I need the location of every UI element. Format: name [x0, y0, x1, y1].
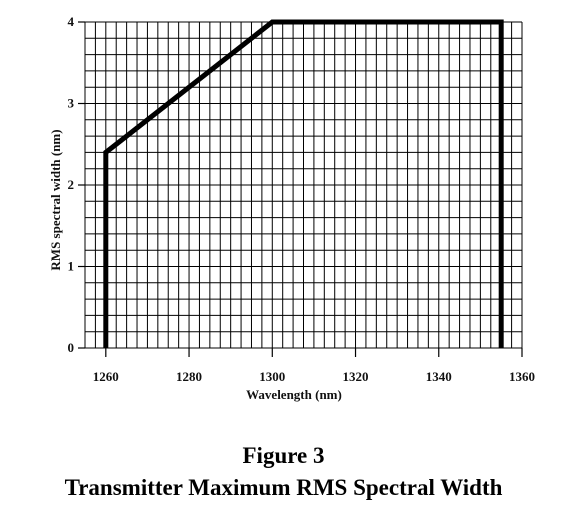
x-tick-label: 1300: [259, 369, 285, 384]
y-tick-label: 4: [68, 14, 75, 29]
x-tick-label: 1360: [509, 369, 535, 384]
grid: [84, 21, 523, 349]
x-tick-label: 1340: [426, 369, 452, 384]
y-tick-label: 2: [68, 177, 75, 192]
figure-title: Transmitter Maximum RMS Spectral Width: [64, 475, 503, 500]
y-tick-label: 3: [68, 96, 75, 111]
y-tick-label: 1: [68, 259, 75, 274]
x-tick-label: 1280: [176, 369, 202, 384]
y-axis-label: RMS spectral width (nm): [48, 129, 63, 270]
y-tick-label: 0: [68, 340, 75, 355]
chart-svg: 1260 1280 1300 1320 1340 1360 0 1 2 3 4 Wavelength…: [48, 14, 536, 402]
x-tick-label: 1260: [93, 369, 119, 384]
axes: [78, 21, 523, 357]
tick-labels: 1260 1280 1300 1320 1340 1360 0 1 2 3 4: [68, 14, 536, 384]
figure-number: Figure 3: [242, 443, 325, 468]
x-axis-label: Wavelength (nm): [246, 387, 342, 402]
series-line: [103, 19, 504, 348]
x-tick-label: 1320: [343, 369, 369, 384]
series: [103, 19, 504, 348]
